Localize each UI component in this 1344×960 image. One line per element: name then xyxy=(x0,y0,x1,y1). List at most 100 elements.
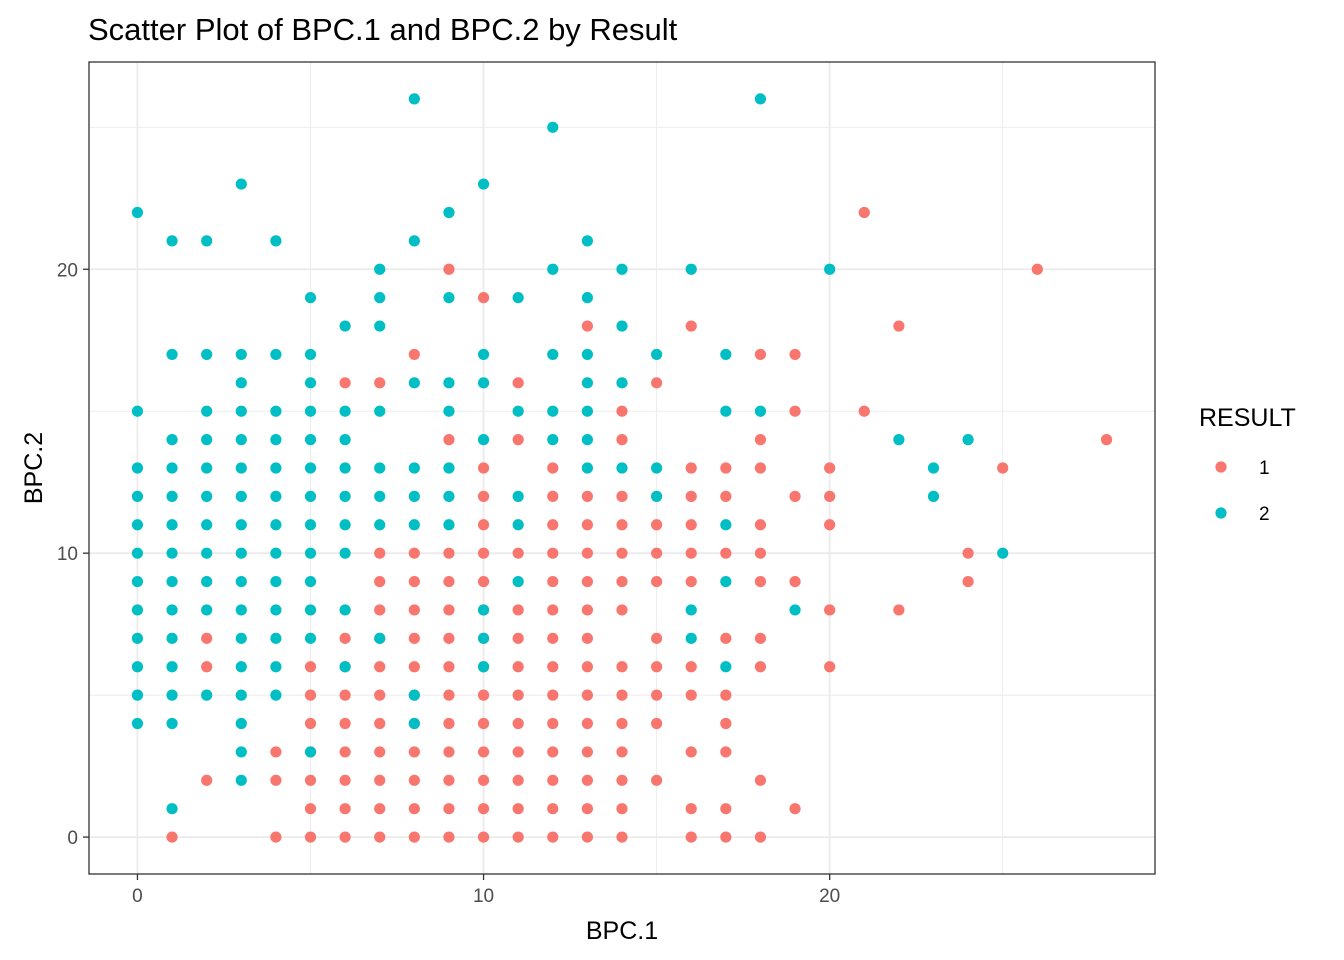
data-point-series-2 xyxy=(824,263,836,275)
data-point-series-2 xyxy=(235,575,247,588)
data-point-series-1 xyxy=(477,292,490,304)
y-tick-label: 10 xyxy=(57,544,78,565)
data-point-series-2 xyxy=(477,604,490,616)
data-point-series-1 xyxy=(824,604,836,616)
data-point-series-1 xyxy=(443,661,455,673)
data-point-series-2 xyxy=(616,263,628,275)
data-point-series-1 xyxy=(581,717,593,730)
data-point-series-1 xyxy=(651,661,663,673)
data-point-series-2 xyxy=(443,462,455,474)
data-point-series-1 xyxy=(720,803,732,815)
data-point-series-2 xyxy=(270,490,282,502)
data-point-series-1 xyxy=(893,604,905,616)
data-point-series-2 xyxy=(131,661,144,673)
data-point-series-2 xyxy=(339,519,351,531)
data-point-series-2 xyxy=(477,348,490,361)
data-point-series-1 xyxy=(581,689,593,701)
data-point-series-1 xyxy=(339,717,351,730)
legend-label-1: 1 xyxy=(1259,458,1270,479)
data-point-series-2 xyxy=(339,547,351,559)
data-point-series-1 xyxy=(304,831,317,843)
data-point-series-1 xyxy=(443,746,455,758)
data-point-series-1 xyxy=(443,604,455,616)
data-point-series-1 xyxy=(616,434,628,446)
data-point-series-1 xyxy=(443,774,455,786)
data-point-series-1 xyxy=(720,831,732,843)
data-point-series-2 xyxy=(339,604,351,616)
data-point-series-2 xyxy=(477,178,490,190)
data-point-series-1 xyxy=(824,490,836,502)
data-point-series-2 xyxy=(131,575,144,588)
data-point-series-1 xyxy=(754,348,767,361)
data-point-series-2 xyxy=(235,462,247,474)
data-point-series-2 xyxy=(651,348,663,361)
data-point-series-2 xyxy=(270,661,282,673)
data-point-series-1 xyxy=(201,632,213,644)
data-point-series-2 xyxy=(270,405,282,417)
data-point-series-1 xyxy=(408,632,420,644)
data-point-series-1 xyxy=(270,746,282,758)
data-point-series-2 xyxy=(581,405,593,417)
data-point-series-1 xyxy=(443,689,455,701)
data-point-series-1 xyxy=(581,575,593,588)
data-point-series-2 xyxy=(131,717,144,730)
data-point-series-2 xyxy=(547,263,559,275)
data-point-series-1 xyxy=(339,689,351,701)
data-point-series-2 xyxy=(270,462,282,474)
data-point-series-1 xyxy=(789,575,801,588)
legend-key-1 xyxy=(1215,461,1227,473)
data-point-series-2 xyxy=(443,519,455,531)
data-point-series-2 xyxy=(754,405,767,417)
y-tick-label: 0 xyxy=(67,828,78,849)
data-point-series-1 xyxy=(547,575,559,588)
data-point-series-1 xyxy=(201,661,213,673)
data-point-series-1 xyxy=(685,575,697,588)
data-point-series-2 xyxy=(201,235,213,247)
plot-panel-border xyxy=(88,61,1156,875)
data-point-series-2 xyxy=(547,405,559,417)
data-point-series-1 xyxy=(547,717,559,730)
data-point-series-2 xyxy=(512,575,524,588)
data-point-series-2 xyxy=(651,462,663,474)
data-point-series-2 xyxy=(581,235,593,247)
data-point-series-1 xyxy=(581,774,593,786)
data-point-series-1 xyxy=(754,434,767,446)
data-point-series-1 xyxy=(858,206,870,219)
data-point-series-1 xyxy=(685,462,697,474)
data-point-series-1 xyxy=(512,689,524,701)
data-point-series-1 xyxy=(547,490,559,502)
data-point-series-2 xyxy=(374,405,386,417)
data-point-series-2 xyxy=(720,575,732,588)
data-point-series-2 xyxy=(270,519,282,531)
data-point-series-1 xyxy=(962,547,974,559)
data-point-series-2 xyxy=(685,632,697,644)
data-point-series-1 xyxy=(443,803,455,815)
data-point-series-2 xyxy=(235,717,247,730)
data-point-series-2 xyxy=(304,348,317,361)
data-point-series-1 xyxy=(581,320,593,332)
data-point-series-2 xyxy=(374,320,386,332)
data-point-series-1 xyxy=(512,377,524,389)
data-point-series-2 xyxy=(616,462,628,474)
data-point-series-1 xyxy=(685,746,697,758)
data-point-series-1 xyxy=(616,490,628,502)
data-point-series-2 xyxy=(270,547,282,559)
data-point-series-1 xyxy=(651,377,663,389)
data-point-series-1 xyxy=(581,803,593,815)
data-points xyxy=(131,93,1113,843)
data-point-series-2 xyxy=(720,661,732,673)
data-point-series-2 xyxy=(131,547,144,559)
data-point-series-2 xyxy=(477,632,490,644)
data-point-series-1 xyxy=(685,547,697,559)
data-point-series-2 xyxy=(443,405,455,417)
data-point-series-2 xyxy=(235,604,247,616)
data-point-series-2 xyxy=(131,405,144,417)
data-point-series-1 xyxy=(374,831,386,843)
data-point-series-1 xyxy=(651,547,663,559)
data-point-series-1 xyxy=(547,462,559,474)
data-point-series-2 xyxy=(374,292,386,304)
data-point-series-2 xyxy=(166,632,178,644)
data-point-series-1 xyxy=(616,405,628,417)
data-point-series-1 xyxy=(408,746,420,758)
data-point-series-1 xyxy=(408,604,420,616)
